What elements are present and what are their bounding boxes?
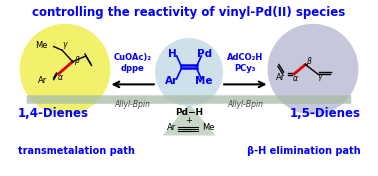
Text: H: H bbox=[167, 49, 177, 59]
Text: 1,5-Dienes: 1,5-Dienes bbox=[289, 107, 360, 120]
Circle shape bbox=[155, 38, 223, 106]
Text: CuOAc)₂
dppe: CuOAc)₂ dppe bbox=[114, 53, 152, 73]
Circle shape bbox=[268, 24, 358, 115]
FancyBboxPatch shape bbox=[27, 95, 351, 104]
Text: Me: Me bbox=[36, 41, 48, 50]
Text: Ar: Ar bbox=[166, 76, 178, 86]
Circle shape bbox=[20, 24, 110, 115]
Text: Pd: Pd bbox=[197, 49, 212, 59]
Text: AdCO₂H
PCy₃: AdCO₂H PCy₃ bbox=[227, 53, 263, 73]
Text: +: + bbox=[186, 116, 192, 125]
Text: 1,4-Dienes: 1,4-Dienes bbox=[18, 107, 89, 120]
Text: Ar: Ar bbox=[38, 76, 47, 85]
Text: Me: Me bbox=[202, 123, 215, 132]
Text: $\gamma$: $\gamma$ bbox=[317, 72, 324, 83]
Text: $\gamma$: $\gamma$ bbox=[62, 40, 68, 51]
Text: transmetalation path: transmetalation path bbox=[18, 146, 135, 156]
Text: $\beta$: $\beta$ bbox=[74, 54, 81, 67]
Text: $\alpha$: $\alpha$ bbox=[291, 74, 299, 83]
Text: controlling the reactivity of vinyl-Pd(II) species: controlling the reactivity of vinyl-Pd(I… bbox=[33, 6, 345, 19]
Text: Allyl-Bpin: Allyl-Bpin bbox=[227, 100, 263, 109]
Text: $\alpha$: $\alpha$ bbox=[57, 73, 64, 82]
Text: Ar: Ar bbox=[276, 73, 285, 82]
Polygon shape bbox=[163, 103, 215, 136]
Text: Pd−H: Pd−H bbox=[175, 108, 203, 117]
Text: Allyl-Bpin: Allyl-Bpin bbox=[115, 100, 151, 109]
Text: Ar: Ar bbox=[166, 123, 176, 132]
Text: $\beta$: $\beta$ bbox=[306, 55, 313, 68]
Text: β-H elimination path: β-H elimination path bbox=[247, 146, 360, 156]
Text: Me: Me bbox=[195, 76, 213, 86]
